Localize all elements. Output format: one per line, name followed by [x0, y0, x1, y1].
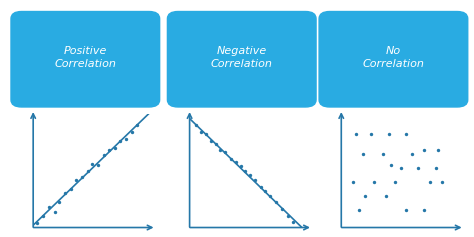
Point: [122, 137, 129, 141]
Point: [352, 132, 359, 136]
Point: [89, 162, 96, 166]
Point: [111, 146, 118, 150]
FancyBboxPatch shape: [167, 12, 316, 107]
Point: [385, 132, 392, 136]
Point: [198, 130, 205, 134]
Point: [371, 180, 378, 184]
Point: [100, 153, 108, 157]
Point: [257, 185, 264, 188]
Point: [67, 187, 75, 191]
Point: [367, 132, 374, 136]
Point: [359, 152, 366, 155]
FancyBboxPatch shape: [319, 12, 468, 107]
Point: [383, 194, 390, 198]
FancyBboxPatch shape: [11, 12, 160, 107]
Point: [61, 191, 69, 195]
Point: [438, 180, 446, 184]
Point: [403, 132, 410, 136]
Point: [95, 163, 102, 167]
Point: [409, 152, 416, 155]
Point: [217, 148, 224, 152]
Point: [397, 166, 404, 170]
Point: [33, 221, 40, 225]
Text: No
Correlation: No Correlation: [363, 46, 424, 69]
Point: [191, 123, 199, 127]
Point: [72, 178, 80, 182]
Point: [202, 132, 210, 136]
Point: [84, 169, 91, 173]
Point: [391, 180, 398, 184]
Point: [116, 139, 123, 143]
Point: [78, 176, 85, 179]
Point: [361, 194, 369, 198]
Point: [379, 152, 386, 155]
Point: [246, 173, 254, 177]
Point: [241, 169, 249, 173]
Point: [134, 123, 141, 127]
Point: [420, 209, 428, 212]
Point: [105, 148, 113, 152]
Point: [232, 160, 239, 164]
Point: [262, 189, 269, 193]
Point: [356, 209, 363, 212]
Point: [272, 201, 280, 204]
Point: [278, 207, 286, 211]
Point: [414, 166, 422, 170]
Point: [55, 201, 63, 204]
Point: [435, 148, 442, 152]
Point: [221, 150, 229, 154]
Point: [251, 178, 258, 182]
Point: [227, 157, 235, 161]
Point: [212, 143, 219, 146]
Point: [420, 148, 428, 152]
Point: [237, 164, 245, 168]
Point: [207, 139, 215, 143]
Point: [128, 130, 136, 134]
Point: [39, 214, 46, 218]
Point: [432, 166, 440, 170]
Point: [51, 210, 58, 214]
Point: [349, 180, 357, 184]
Point: [387, 163, 395, 167]
Point: [284, 214, 292, 218]
Point: [266, 194, 274, 198]
Point: [289, 220, 296, 224]
Point: [403, 209, 410, 212]
Text: Negative
Correlation: Negative Correlation: [211, 46, 273, 69]
Point: [45, 205, 52, 209]
Text: Positive
Correlation: Positive Correlation: [55, 46, 116, 69]
Point: [427, 180, 434, 184]
